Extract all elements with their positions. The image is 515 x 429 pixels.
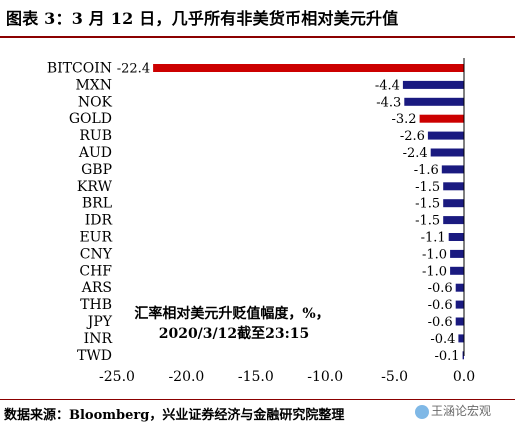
data-label: -3.2 — [392, 112, 417, 127]
bar — [430, 148, 464, 157]
bar — [427, 131, 464, 140]
wechat-logo-icon — [415, 404, 429, 419]
value-labels: -22.4 -4.4 -4.3 -3.2 -2.6 -2.4 -1.6 -1.5 -1.5 -1.… — [117, 62, 460, 364]
x-tick-label: -25.0 — [99, 369, 135, 385]
bar — [443, 182, 464, 191]
chart-title: 图表 3：3 月 12 日，几乎所有非美货币相对美元升值 — [6, 9, 399, 28]
category-label: AUD — [78, 145, 112, 161]
data-label: -2.6 — [400, 129, 425, 144]
bar — [462, 351, 464, 360]
category-label: TWD — [77, 348, 112, 364]
category-label: CHF — [79, 263, 112, 279]
category-label: JPY — [86, 314, 113, 330]
bar — [402, 80, 464, 89]
data-label: -0.1 — [435, 349, 460, 364]
footer-rule — [0, 399, 515, 400]
category-label: RUB — [79, 128, 112, 144]
category-labels: BITCOINMXNNOKGOLDRUBAUDGBPKRWBRLIDREURCN… — [47, 61, 113, 364]
data-label: -0.6 — [428, 315, 453, 330]
data-label: -2.4 — [403, 146, 428, 161]
x-tick-label: -5.0 — [381, 369, 408, 385]
data-label: -0.6 — [428, 281, 453, 296]
x-tick-label: -10.0 — [307, 369, 343, 385]
bar-chart: BITCOINMXNNOKGOLDRUBAUDGBPKRWBRLIDREURCN… — [47, 58, 475, 385]
bar — [455, 283, 464, 292]
watermark-text: 王涵论宏观 — [431, 404, 492, 418]
x-tick-label: -15.0 — [238, 369, 274, 385]
bar — [441, 165, 464, 174]
data-label: -1.0 — [422, 264, 447, 279]
category-label: KRW — [77, 179, 113, 195]
data-label: -0.6 — [428, 298, 453, 313]
bars — [153, 64, 464, 360]
bar — [404, 97, 464, 106]
title-bar: 图表 3：3 月 12 日，几乎所有非美货币相对美元升值 — [0, 0, 515, 36]
x-tick-label: 0.0 — [453, 369, 475, 385]
data-label: -0.4 — [430, 332, 455, 347]
data-label: -1.1 — [421, 231, 446, 246]
category-label: EUR — [79, 230, 112, 246]
data-label: -4.4 — [375, 78, 400, 93]
x-axis: -25.0 -20.0 -15.0 -10.0 -5.0 0.0 — [99, 58, 475, 385]
category-label: BRL — [82, 196, 112, 212]
annotation-line-1: 汇率相对美元升贬值幅度，%， — [134, 305, 329, 322]
category-label: MXN — [75, 77, 112, 93]
category-label: GBP — [81, 162, 112, 178]
category-label: NOK — [78, 94, 113, 110]
bar — [458, 334, 464, 343]
data-label: -1.6 — [414, 163, 439, 178]
category-label: CNY — [80, 246, 113, 262]
data-label: -1.5 — [415, 197, 440, 212]
bar — [153, 64, 464, 72]
bar — [450, 249, 464, 258]
x-tick-label: -20.0 — [168, 369, 204, 385]
bar — [448, 233, 464, 241]
data-label: -4.3 — [376, 95, 401, 110]
bar — [450, 266, 464, 275]
annotation: 汇率相对美元升贬值幅度，%， 2020/3/12截至23:15 — [134, 305, 329, 342]
category-label: INR — [84, 331, 113, 347]
bar — [455, 317, 464, 326]
bar — [443, 199, 464, 208]
data-label: -1.5 — [415, 180, 440, 195]
annotation-line-2: 2020/3/12截至23:15 — [159, 325, 310, 342]
category-label: ARS — [81, 280, 112, 296]
bar — [419, 114, 464, 123]
category-label: BITCOIN — [47, 61, 112, 77]
category-label: IDR — [85, 213, 113, 229]
watermark: 王涵论宏观 — [415, 398, 515, 424]
data-label: -1.5 — [415, 214, 440, 229]
bar — [455, 300, 464, 309]
category-label: THB — [80, 297, 112, 313]
data-label: -1.0 — [422, 247, 447, 262]
bar — [443, 216, 464, 225]
data-label: -22.4 — [117, 62, 150, 77]
category-label: GOLD — [69, 111, 112, 127]
title-rule — [0, 36, 515, 38]
source-note: 数据来源：Bloomberg，兴业证券经济与金融研究院整理 — [4, 408, 345, 423]
